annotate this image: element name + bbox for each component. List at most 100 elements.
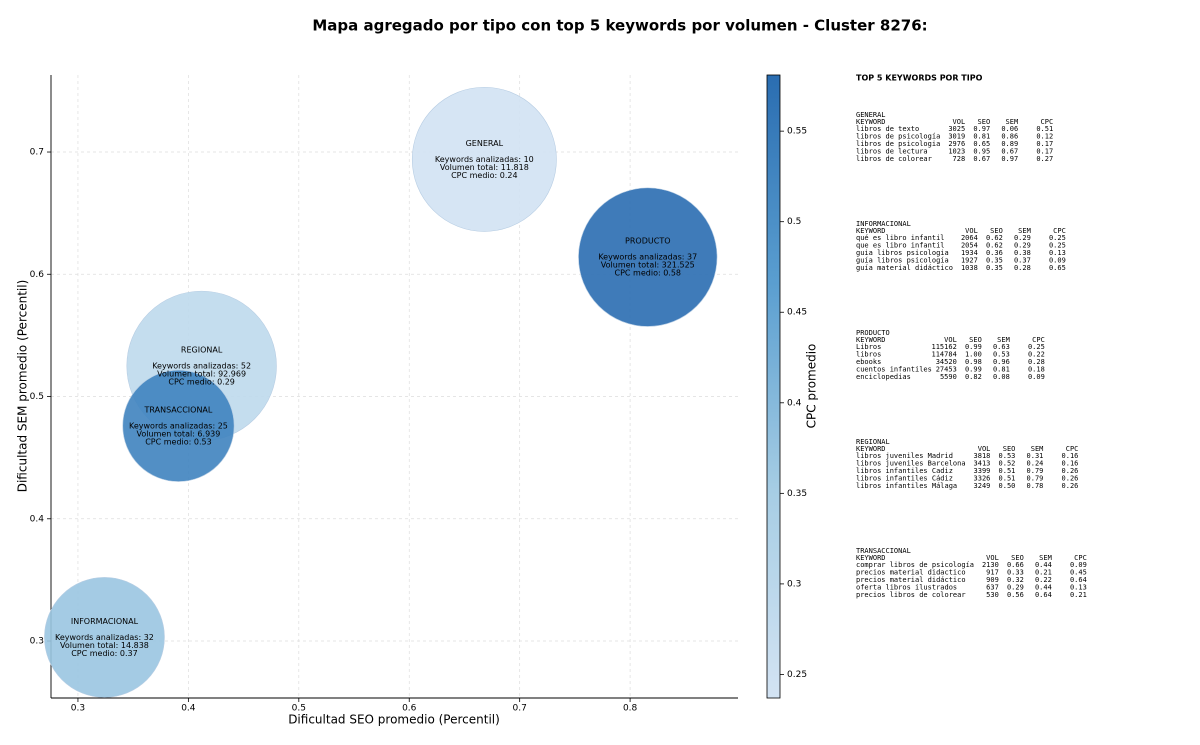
column-header: SEO	[1011, 554, 1024, 562]
y-tick-label: 0.7	[30, 148, 44, 158]
y-tick-label: 0.6	[30, 270, 45, 280]
table-cell: 0.51	[999, 475, 1016, 483]
table-cell: 5590	[940, 373, 957, 381]
table-cell: 2976	[948, 140, 965, 148]
group-name: INFORMACIONAL	[856, 220, 911, 228]
bubble-annotation: CPC medio: 0.37	[71, 649, 138, 658]
table-cell: 0.67	[1001, 148, 1018, 156]
table-cell: 0.16	[1062, 452, 1079, 460]
column-header: SEM	[1039, 554, 1052, 562]
table-cell: 0.32	[1007, 576, 1024, 584]
table-cell: precios material didactico	[856, 569, 966, 577]
table-cell: 3326	[974, 475, 991, 483]
table-cell: 0.18	[1028, 366, 1045, 374]
table-cell: 0.44	[1035, 584, 1052, 592]
table-cell: cuentos infantiles	[856, 366, 932, 374]
group-name: PRODUCTO	[856, 329, 890, 337]
x-tick-label: 0.7	[513, 704, 527, 714]
bubble-annotation: Volumen total: 321.525	[601, 261, 695, 270]
table-cell: 1038	[961, 264, 978, 272]
colorbar-tick-label: 0.25	[787, 670, 807, 680]
table-cell: 0.09	[1028, 373, 1045, 381]
table-cell: libros infantiles Málaga	[856, 482, 957, 490]
table-cell: 0.96	[993, 358, 1010, 366]
table-cell: 1934	[961, 249, 978, 257]
table-cell: 0.29	[1007, 584, 1024, 592]
column-header: CPC	[1074, 554, 1087, 562]
bubble-name: GENERAL	[466, 139, 504, 148]
table-cell: 0.99	[965, 343, 982, 351]
table-cell: 637	[986, 584, 999, 592]
table-cell: 2130	[982, 561, 999, 569]
colorbar-tick-label: 0.45	[787, 308, 807, 318]
table-cell: 0.82	[965, 373, 982, 381]
colorbar-tick-label: 0.35	[787, 489, 807, 499]
table-cell: 0.51	[1036, 125, 1053, 133]
bubble-annotation: Keywords analizadas: 37	[598, 253, 697, 262]
table-cell: 0.29	[1014, 234, 1031, 242]
table-cell: 0.52	[999, 460, 1016, 468]
table-cell: 0.21	[1070, 591, 1087, 599]
bubble-annotation: Keywords analizadas: 32	[55, 633, 154, 642]
table-cell: 1023	[948, 148, 965, 156]
table-cell: 0.97	[1001, 155, 1018, 163]
table-cell: 0.44	[1035, 561, 1052, 569]
bubble-annotation: Volumen total: 14.838	[60, 641, 149, 650]
bubble-annotation: CPC medio: 0.29	[168, 377, 235, 386]
bubble-annotation: Volumen total: 92.969	[157, 369, 246, 378]
column-header: KEYWORD	[856, 118, 886, 126]
table-cell: 0.33	[1007, 569, 1024, 577]
column-header: CPC	[1066, 445, 1079, 453]
bubble	[411, 86, 557, 232]
table-cell: 917	[986, 569, 999, 577]
column-header: VOL	[944, 336, 957, 344]
colorbar-tick-label: 0.3	[787, 579, 801, 589]
table-cell: 115162	[932, 343, 957, 351]
table-cell: 1927	[961, 257, 978, 265]
table-cell: 0.66	[1007, 561, 1024, 569]
table-cell: 0.31	[1027, 452, 1044, 460]
bubble-annotation: CPC medio: 0.53	[145, 437, 212, 446]
panel-title: TOP 5 KEYWORDS POR TIPO	[856, 74, 983, 83]
bubble-annotation: Keywords analizadas: 52	[152, 361, 251, 370]
bubble-name: PRODUCTO	[625, 237, 670, 246]
column-header: VOL	[978, 445, 991, 453]
table-cell: 3399	[974, 467, 991, 475]
y-tick-label: 0.3	[30, 637, 44, 647]
column-header: KEYWORD	[856, 554, 886, 562]
table-cell: 0.16	[1062, 460, 1079, 468]
table-cell: Libros	[856, 343, 881, 351]
x-tick-label: 0.5	[292, 704, 306, 714]
column-header: CPC	[1032, 336, 1045, 344]
column-header: CPC	[1053, 227, 1066, 235]
table-cell: guia libros psicologia	[856, 249, 949, 257]
table-cell: 0.81	[993, 366, 1010, 374]
column-header: SEO	[1003, 445, 1016, 453]
y-tick-label: 0.4	[30, 514, 45, 524]
table-cell: 0.62	[986, 234, 1003, 242]
table-cell: libros de psicología	[856, 133, 940, 141]
column-header: SEM	[1006, 118, 1019, 126]
table-cell: 3019	[948, 133, 965, 141]
table-cell: 0.64	[1070, 576, 1087, 584]
table-cell: 0.53	[993, 351, 1010, 359]
column-header: VOL	[953, 118, 966, 126]
bubble-annotation: Keywords analizadas: 25	[129, 421, 228, 430]
table-cell: 0.50	[999, 482, 1016, 490]
x-axis-label: Dificultad SEO promedio (Percentil)	[288, 713, 500, 727]
table-cell: guía material didáctico	[856, 264, 953, 272]
bubble-annotation: Keywords analizadas: 10	[435, 155, 534, 164]
table-cell: 0.81	[973, 133, 990, 141]
table-cell: 0.28	[1028, 358, 1045, 366]
table-cell: 0.65	[1049, 264, 1066, 272]
table-cell: precios material didáctico	[856, 576, 966, 584]
table-cell: 0.27	[1036, 155, 1053, 163]
table-cell: 0.65	[973, 140, 990, 148]
column-header: KEYWORD	[856, 336, 886, 344]
table-cell: 0.13	[1049, 249, 1066, 257]
group-name: GENERAL	[856, 111, 886, 119]
table-cell: libros	[856, 351, 881, 359]
column-header: VOL	[986, 554, 999, 562]
colorbar-label: CPC promedio	[805, 344, 819, 429]
table-cell: 0.26	[1062, 482, 1079, 490]
